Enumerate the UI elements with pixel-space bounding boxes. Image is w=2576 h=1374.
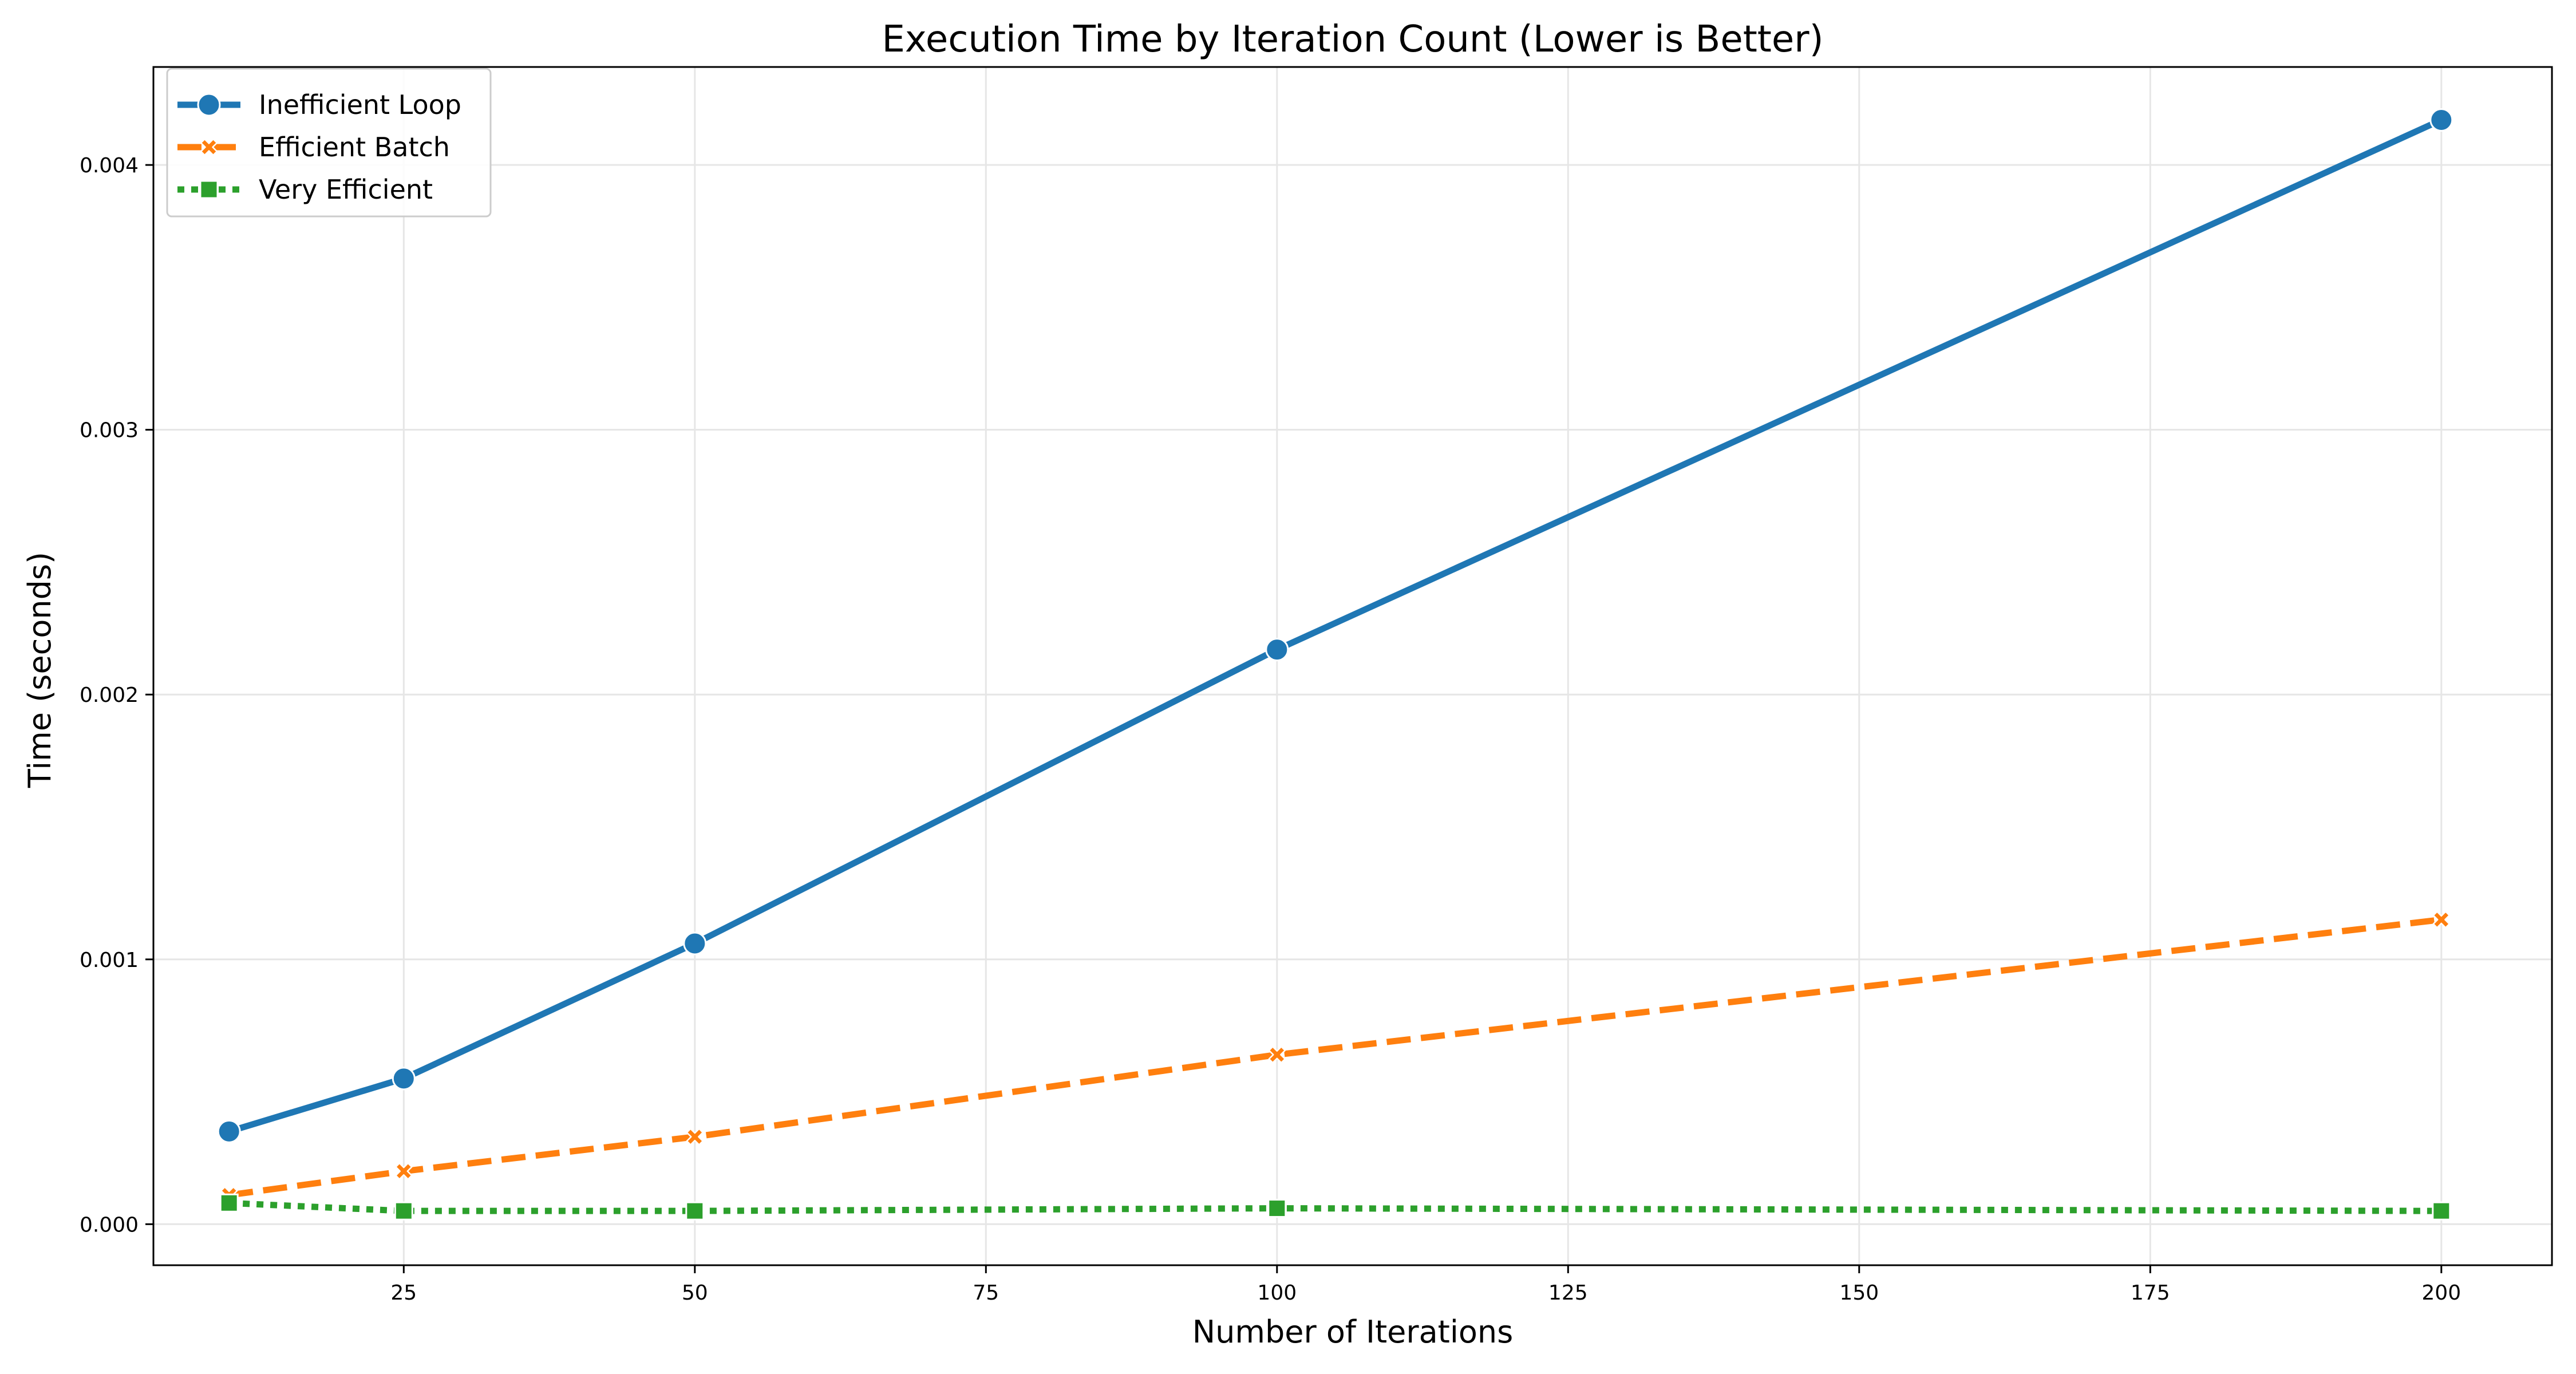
y-axis-label: Time (seconds) xyxy=(22,552,58,788)
x-tick-label: 75 xyxy=(973,1281,999,1305)
data-point-very-efficient xyxy=(219,1193,239,1213)
grid-layer xyxy=(153,67,2552,1265)
x-tick-label: 175 xyxy=(2131,1281,2170,1305)
legend-marker-very-efficient xyxy=(199,180,219,199)
chart-title: Execution Time by Iteration Count (Lower… xyxy=(882,18,1823,61)
legend-box xyxy=(166,68,492,218)
x-tick-label: 150 xyxy=(1839,1281,1879,1305)
data-point-inefficient-loop xyxy=(217,1119,241,1143)
series-very-efficient xyxy=(219,1193,2451,1221)
y-tick-label: 0.000 xyxy=(80,1213,139,1237)
y-tick-label: 0.001 xyxy=(80,949,139,972)
legend: Inefficient Loop Efficient Batch Very Effi… xyxy=(166,68,492,218)
data-point-inefficient-loop xyxy=(2429,108,2453,132)
data-point-very-efficient xyxy=(394,1201,413,1221)
y-tick-label: 0.003 xyxy=(80,419,139,443)
legend-label-very-efficient: Very Efficient xyxy=(259,174,433,205)
series-efficient-batch xyxy=(220,911,2451,1204)
series-inefficient-loop xyxy=(217,108,2453,1143)
data-point-efficient-batch xyxy=(395,1162,413,1180)
legend-marker-inefficient-loop xyxy=(197,93,221,117)
tick-layer: 25 50 75 100 125 150 175 200 0.000 0.001 0.002 0.00… xyxy=(80,154,2461,1305)
data-point-inefficient-loop xyxy=(683,931,707,956)
x-tick-label: 200 xyxy=(2421,1281,2461,1305)
data-point-inefficient-loop xyxy=(1265,638,1289,662)
x-tick-label: 100 xyxy=(1257,1281,1297,1305)
x-tick-label: 50 xyxy=(682,1281,708,1305)
series-layer xyxy=(217,108,2453,1221)
x-axis-label: Number of Iterations xyxy=(1192,1314,1514,1350)
plot-frame xyxy=(152,66,2553,1266)
data-point-efficient-batch xyxy=(1268,1046,1286,1064)
legend-items: Inefficient Loop Efficient Batch Very Effi… xyxy=(177,89,461,205)
data-point-efficient-batch xyxy=(686,1128,704,1146)
data-point-very-efficient xyxy=(1267,1199,1287,1218)
x-tick-label: 25 xyxy=(390,1281,417,1305)
legend-label-inefficient-loop: Inefficient Loop xyxy=(259,89,461,120)
legend-marker-efficient-batch xyxy=(200,138,218,156)
y-tick-label: 0.002 xyxy=(80,684,139,707)
data-point-efficient-batch xyxy=(2432,911,2451,929)
legend-label-efficient-batch: Efficient Batch xyxy=(259,132,450,163)
legend-item-inefficient-loop: Inefficient Loop xyxy=(177,89,461,120)
y-tick-label: 0.004 xyxy=(80,154,139,177)
data-point-inefficient-loop xyxy=(392,1067,416,1091)
data-point-very-efficient xyxy=(685,1201,705,1221)
legend-item-efficient-batch: Efficient Batch xyxy=(177,132,450,163)
legend-item-very-efficient: Very Efficient xyxy=(177,174,433,205)
x-tick-label: 125 xyxy=(1548,1281,1588,1305)
data-point-very-efficient xyxy=(2432,1201,2451,1221)
series-line-very-efficient xyxy=(228,1199,2441,1214)
